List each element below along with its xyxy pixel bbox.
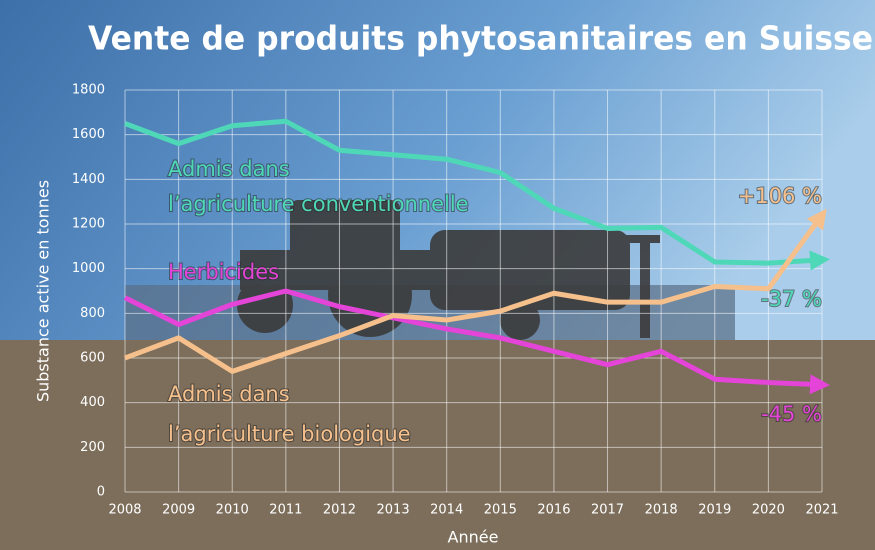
- x-axis-label: Année: [448, 528, 499, 547]
- x-tick-label: 2017: [591, 503, 624, 518]
- series-label: Admis dans: [168, 382, 290, 406]
- y-tick-label: 1200: [72, 217, 105, 232]
- y-tick-label: 1600: [72, 127, 105, 142]
- x-tick-label: 2020: [752, 503, 785, 518]
- series-label: Admis dans: [168, 157, 290, 181]
- x-tick-label: 2008: [108, 503, 141, 518]
- x-tick-label: 2015: [484, 503, 517, 518]
- tractor-silhouette: [237, 200, 660, 340]
- x-tick-label: 2010: [216, 503, 249, 518]
- x-tick-label: 2018: [645, 503, 678, 518]
- series-label: l’agriculture biologique: [168, 422, 411, 446]
- change-label: +106 %: [738, 184, 822, 208]
- chart-title: Vente de produits phytosanitaires en Sui…: [88, 19, 873, 58]
- y-tick-label: 1000: [72, 261, 105, 276]
- x-tick-label: 2019: [698, 503, 731, 518]
- y-tick-label: 600: [80, 351, 105, 366]
- x-tick-label: 2012: [323, 503, 356, 518]
- x-tick-label: 2011: [269, 503, 302, 518]
- y-tick-label: 1400: [72, 172, 105, 187]
- x-tick-label: 2014: [430, 503, 463, 518]
- y-tick-label: 400: [80, 395, 105, 410]
- x-tick-label: 2016: [537, 503, 570, 518]
- series-line: [124, 118, 830, 271]
- series-label: l’agriculture conventionnelle: [168, 192, 469, 216]
- series-line: [124, 208, 827, 374]
- x-tick-label: 2009: [162, 503, 195, 518]
- y-tick-label: 200: [80, 440, 105, 455]
- y-tick-label: 800: [80, 306, 105, 321]
- y-tick-label: 0: [97, 485, 105, 500]
- y-axis-label: Substance active en tonnes: [34, 180, 53, 402]
- x-tick-label: 2013: [377, 503, 410, 518]
- ground: [0, 340, 875, 550]
- change-label: -37 %: [761, 287, 822, 311]
- series-label: Herbicides: [168, 260, 279, 284]
- series-line: [123, 288, 830, 395]
- x-tick-label: 2021: [805, 503, 838, 518]
- y-tick-label: 1800: [72, 83, 105, 98]
- change-label: -45 %: [761, 402, 822, 426]
